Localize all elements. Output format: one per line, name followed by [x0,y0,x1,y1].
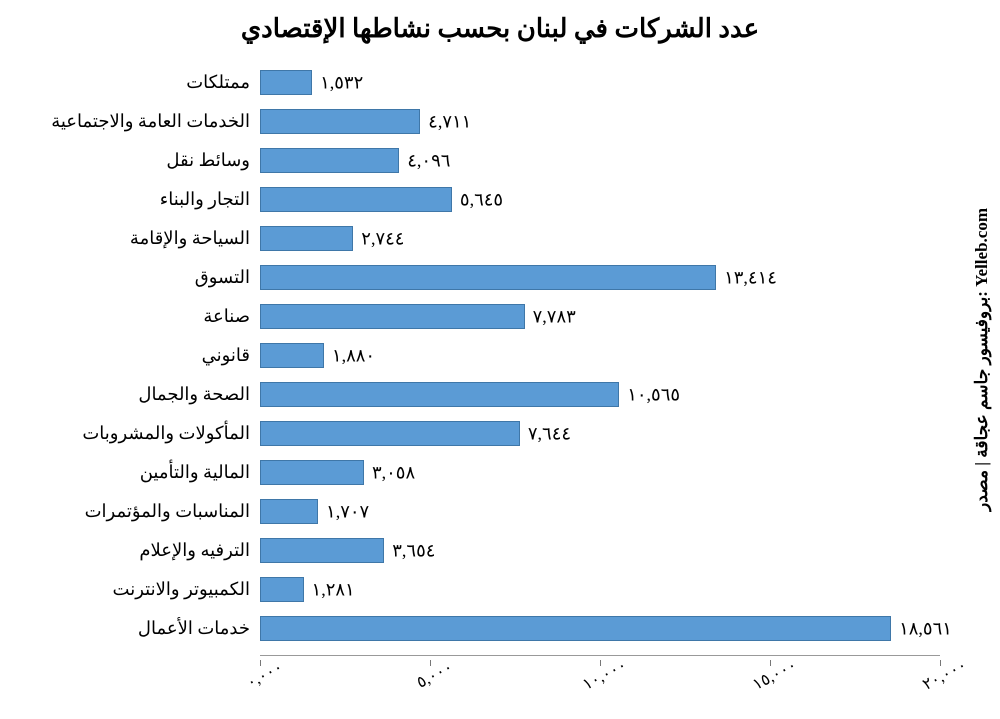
category-label: ممتلكات [0,72,250,93]
bar-value-label: ٣,٦٥٤ [392,540,435,561]
x-tick-label: ١٠,٠٠٠ [579,655,630,695]
x-tick-label: ٢٠,٠٠٠ [919,655,970,695]
bar-value-label: ٣,٠٥٨ [372,462,415,483]
bar [260,226,353,251]
bar [260,70,312,95]
bar-value-label: ٧,٦٤٤ [528,423,571,444]
category-label: السياحة والإقامة [0,228,250,249]
bar [260,382,619,407]
chart-container: عدد الشركات في لبنان بحسب نشاطها الإقتصا… [0,0,1000,719]
bar-row: ٤,٠٩٦ [260,148,940,173]
bar-value-label: ١,٥٣٢ [320,72,363,93]
category-label: الخدمات العامة والاجتماعية [0,111,250,132]
bar-row: ١,٢٨١ [260,577,940,602]
category-label: صناعة [0,306,250,327]
x-axis-line [260,655,940,656]
bar-row: ٥,٦٤٥ [260,187,940,212]
bars-group: ١,٥٣٢ ٤,٧١١ ٤,٠٩٦ ٥,٦٤٥ ٢,٧٤٤ ١٣,٤١٤ ٧,٧٨٣ ١,٨٨… [260,70,940,655]
bar-row: ٣,٦٥٤ [260,538,940,563]
category-label: خدمات الأعمال [0,618,250,639]
bar [260,460,364,485]
bar [260,538,384,563]
bar [260,616,891,641]
bar-value-label: ٢,٧٤٤ [361,228,404,249]
category-label: قانوني [0,345,250,366]
bar-row: ٧,٧٨٣ [260,304,940,329]
bar [260,343,324,368]
bar [260,148,399,173]
bar-value-label: ١,٢٨١ [312,579,355,600]
bar-row: ١,٧٠٧ [260,499,940,524]
x-axis: ٠,٠٠٠٥,٠٠٠١٠,٠٠٠١٥,٠٠٠٢٠,٠٠٠ [260,660,940,710]
x-tick-label: ٠,٠٠٠ [243,657,286,693]
bar-value-label: ١٨,٥٦١ [899,618,952,639]
category-label: التجار والبناء [0,189,250,210]
bar [260,265,716,290]
bar [260,109,420,134]
plot-area: ١,٥٣٢ ٤,٧١١ ٤,٠٩٦ ٥,٦٤٥ ٢,٧٤٤ ١٣,٤١٤ ٧,٧٨٣ ١,٨٨… [260,70,940,655]
bar [260,187,452,212]
bar-value-label: ١,٧٠٧ [326,501,369,522]
chart-source: بروفيسور جاسم عجاقة | مصدر: Yelleb.com [972,75,992,645]
chart-title: عدد الشركات في لبنان بحسب نشاطها الإقتصا… [0,14,1000,44]
bar [260,577,304,602]
category-label: المناسبات والمؤتمرات [0,501,250,522]
bar-row: ١,٥٣٢ [260,70,940,95]
category-label: الترفيه والإعلام [0,540,250,561]
bar-row: ٣,٠٥٨ [260,460,940,485]
x-tick-label: ٥,٠٠٠ [413,657,456,693]
bar-row: ٢,٧٤٤ [260,226,940,251]
bar-row: ١٠,٥٦٥ [260,382,940,407]
chart-source-text: بروفيسور جاسم عجاقة | مصدر: Yelleb.com [972,208,992,511]
bar-value-label: ١,٨٨٠ [332,345,375,366]
category-label: التسوق [0,267,250,288]
bar-value-label: ٤,٧١١ [428,111,471,132]
bar [260,499,318,524]
bar-value-label: ٤,٠٩٦ [407,150,450,171]
category-label: المأكولات والمشروبات [0,423,250,444]
category-label: وسائط نقل [0,150,250,171]
bar-row: ٤,٧١١ [260,109,940,134]
bar-value-label: ١٠,٥٦٥ [627,384,680,405]
x-tick-label: ١٥,٠٠٠ [749,655,800,695]
bar-value-label: ١٣,٤١٤ [724,267,777,288]
bar-row: ١,٨٨٠ [260,343,940,368]
category-label: الصحة والجمال [0,384,250,405]
category-label: المالية والتأمين [0,462,250,483]
category-label: الكمبيوتر والانترنت [0,579,250,600]
bar-row: ١٨,٥٦١ [260,616,940,641]
bar [260,421,520,446]
bar-row: ٧,٦٤٤ [260,421,940,446]
bar-value-label: ٧,٧٨٣ [533,306,576,327]
bar-row: ١٣,٤١٤ [260,265,940,290]
bar-value-label: ٥,٦٤٥ [460,189,503,210]
bar [260,304,525,329]
